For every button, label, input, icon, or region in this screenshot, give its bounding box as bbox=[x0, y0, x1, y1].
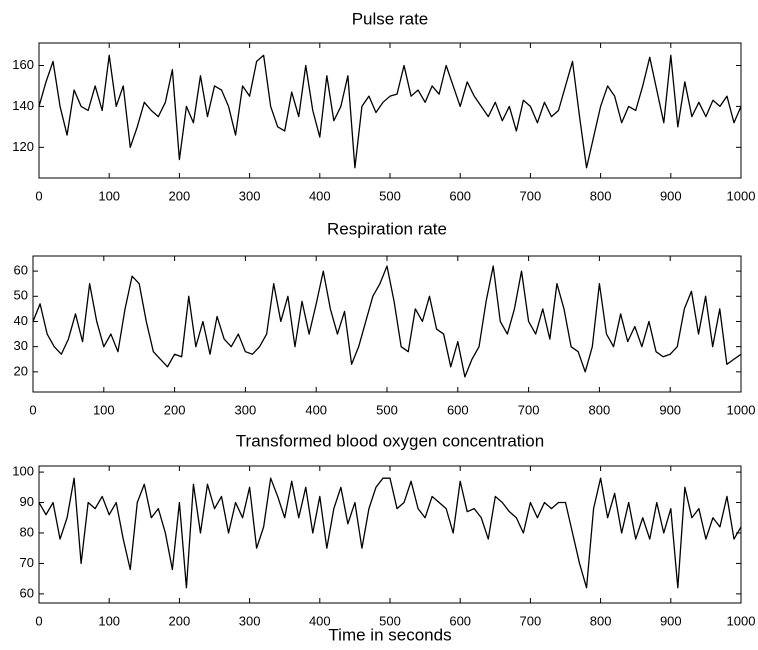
x-tick-label: 700 bbox=[520, 188, 542, 203]
chart-title: Respiration rate bbox=[327, 219, 447, 238]
data-line bbox=[38, 477, 742, 589]
x-tick-label: 700 bbox=[520, 613, 542, 628]
x-tick-label: 900 bbox=[659, 402, 681, 417]
y-tick-label: 20 bbox=[14, 363, 28, 378]
x-tick-label: 300 bbox=[235, 402, 257, 417]
y-tick-label: 40 bbox=[14, 313, 28, 328]
x-tick-label: 300 bbox=[239, 188, 261, 203]
y-tick-label: 140 bbox=[12, 98, 34, 113]
y-tick-label: 80 bbox=[20, 524, 34, 539]
y-tick-label: 100 bbox=[12, 464, 34, 479]
x-tick-label: 0 bbox=[35, 613, 42, 628]
x-tick-label: 100 bbox=[98, 613, 120, 628]
chart-title: Pulse rate bbox=[352, 9, 429, 28]
x-tick-label: 900 bbox=[660, 613, 682, 628]
x-tick-label: 200 bbox=[164, 402, 186, 417]
x-tick-label: 500 bbox=[379, 188, 401, 203]
x-tick-label: 800 bbox=[590, 613, 612, 628]
x-tick-label: 1000 bbox=[727, 613, 756, 628]
x-tick-label: 300 bbox=[239, 613, 261, 628]
x-tick-label: 100 bbox=[93, 402, 115, 417]
x-axis-label: Time in seconds bbox=[328, 625, 451, 644]
x-tick-label: 100 bbox=[98, 188, 120, 203]
x-tick-label: 500 bbox=[376, 402, 398, 417]
y-tick-label: 60 bbox=[14, 263, 28, 278]
y-tick-label: 60 bbox=[20, 585, 34, 600]
x-tick-label: 600 bbox=[449, 613, 471, 628]
y-tick-label: 90 bbox=[20, 494, 34, 509]
x-tick-label: 600 bbox=[447, 402, 469, 417]
x-tick-label: 700 bbox=[518, 402, 540, 417]
chart-title: Transformed blood oxygen concentration bbox=[236, 431, 544, 450]
y-tick-label: 160 bbox=[12, 57, 34, 72]
y-tick-label: 120 bbox=[12, 139, 34, 154]
y-tick-label: 50 bbox=[14, 288, 28, 303]
x-tick-label: 0 bbox=[29, 402, 36, 417]
x-tick-label: 400 bbox=[309, 188, 331, 203]
x-tick-label: 800 bbox=[590, 188, 612, 203]
x-tick-label: 500 bbox=[379, 613, 401, 628]
y-tick-label: 30 bbox=[14, 338, 28, 353]
x-tick-label: 0 bbox=[35, 188, 42, 203]
x-tick-label: 1000 bbox=[727, 188, 756, 203]
plot-frame bbox=[32, 255, 742, 393]
x-tick-label: 200 bbox=[169, 613, 191, 628]
x-tick-label: 200 bbox=[169, 188, 191, 203]
data-line bbox=[32, 265, 742, 378]
x-tick-label: 400 bbox=[309, 613, 331, 628]
x-tick-label: 400 bbox=[305, 402, 327, 417]
x-tick-label: 600 bbox=[449, 188, 471, 203]
x-tick-label: 900 bbox=[660, 188, 682, 203]
x-tick-label: 1000 bbox=[727, 402, 756, 417]
x-tick-label: 800 bbox=[589, 402, 611, 417]
data-line bbox=[38, 54, 742, 169]
y-tick-label: 70 bbox=[20, 555, 34, 570]
